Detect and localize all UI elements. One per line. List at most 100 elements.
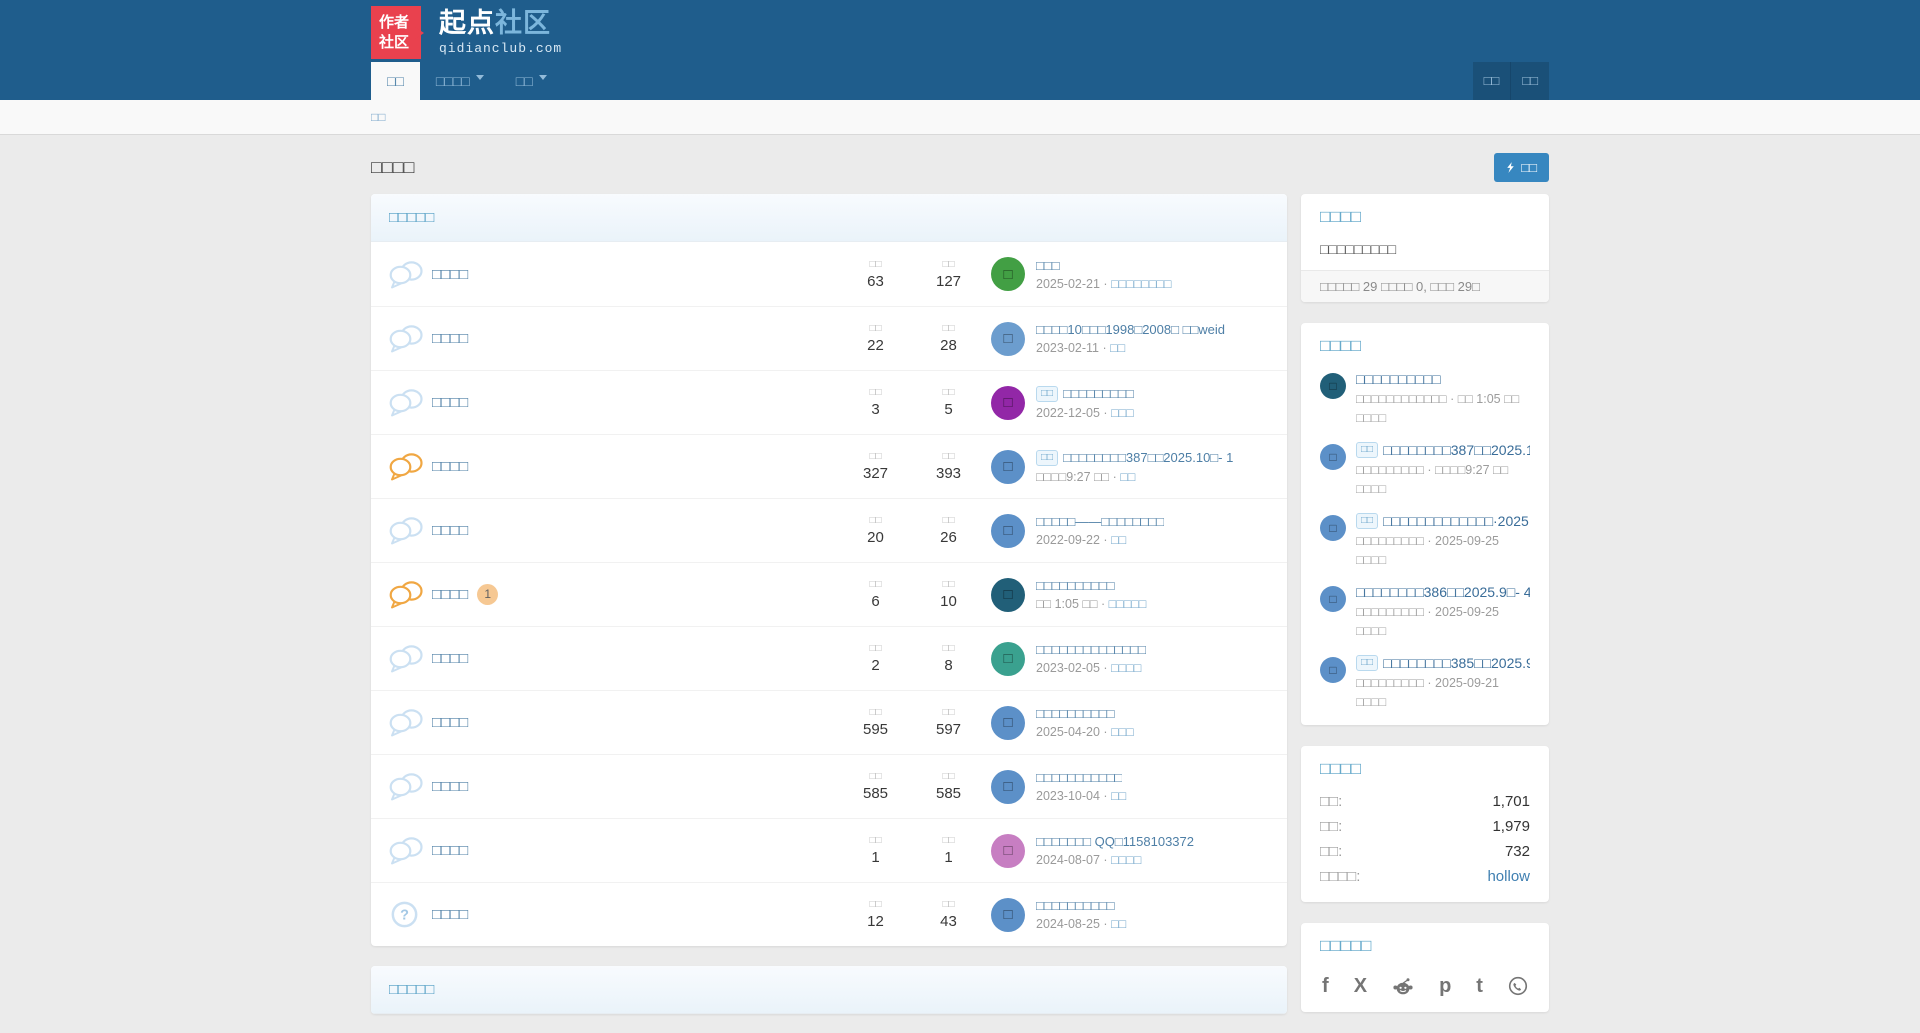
last-post-title-link[interactable]: □□□□□□□ QQ□1158103372 — [1036, 834, 1194, 849]
login-button[interactable]: □□ — [1473, 62, 1511, 100]
forum-title-link[interactable]: □□□□ — [432, 586, 468, 603]
topic-title-link[interactable]: □□□□□□□□□□ — [1356, 371, 1441, 387]
topic-tag-badge: □□ — [1356, 655, 1378, 671]
avatar[interactable]: □ — [991, 578, 1025, 612]
avatar[interactable]: □ — [1320, 515, 1346, 541]
forum-title-link[interactable]: □□□□ — [432, 266, 468, 283]
nav-item-label: □□□□ — [436, 73, 470, 89]
avatar[interactable]: □ — [1320, 586, 1346, 612]
site-domain: qidianclub.com — [439, 41, 562, 56]
avatar[interactable]: □ — [1320, 373, 1346, 399]
pinterest-icon[interactable]: p — [1439, 976, 1451, 996]
forum-title-link[interactable]: □□□□ — [432, 778, 468, 795]
reddit-icon[interactable] — [1392, 977, 1414, 995]
posts-column-label: □□ — [912, 387, 985, 398]
x-twitter-icon[interactable]: X — [1354, 976, 1367, 996]
nav-item-1[interactable]: □□□□ — [420, 62, 500, 100]
avatar[interactable]: □ — [991, 322, 1025, 356]
last-post-title-link[interactable]: □□□□□——□□□□□□□□ — [1036, 514, 1164, 529]
forum-title-link[interactable]: □□□□ — [432, 458, 468, 475]
topic-title-link[interactable]: □□□□□□□□386□□2025.9□- 4 — [1356, 584, 1530, 600]
last-post-link[interactable]: □□□□□ — [1109, 597, 1147, 611]
last-post-link[interactable]: □□ — [1120, 470, 1135, 484]
nav-item-0[interactable]: □□ — [371, 62, 420, 100]
last-post-date: □□□□9:27 □□ — [1036, 470, 1109, 484]
forum-title-link[interactable]: □□□□ — [432, 714, 468, 731]
stat-value[interactable]: hollow — [1487, 868, 1530, 885]
topics-count: 6 — [839, 593, 912, 610]
forum-title-link[interactable]: □□□□ — [432, 330, 468, 347]
forum-title-link[interactable]: □□□□ — [432, 842, 468, 859]
avatar[interactable]: □ — [991, 642, 1025, 676]
avatar[interactable]: □ — [991, 514, 1025, 548]
latest-topic-item: □ □□ □□□□□□□□387□□2025.10□- 1 □□□□□□□□□ … — [1301, 433, 1549, 504]
topics-count: 585 — [839, 785, 912, 802]
topic-title-link[interactable]: □□□□□□□□387□□2025.10□- 1 — [1383, 442, 1530, 458]
topic-title-link[interactable]: □□□□□□□□□□□□□·2025 — [1383, 513, 1529, 529]
last-post-title-link[interactable]: □□□□□□□□□□□ — [1036, 770, 1122, 785]
avatar[interactable]: □ — [991, 898, 1025, 932]
last-post-link[interactable]: □□□ — [1111, 406, 1134, 420]
posts-count: 43 — [912, 913, 985, 930]
topic-category: □□□□ — [1356, 411, 1530, 425]
last-post-title-link[interactable]: □□□□□□□□□□ — [1036, 706, 1115, 721]
last-post-title-link[interactable]: □□□□□□□□□□ — [1036, 578, 1115, 593]
last-post-link[interactable]: □□□□ — [1111, 853, 1141, 867]
posts-column-label: □□ — [912, 259, 985, 270]
topics-count: 12 — [839, 913, 912, 930]
topics-column-label: □□ — [839, 387, 912, 398]
last-post-link[interactable]: □□□□□□□□ — [1111, 277, 1171, 291]
forum-title-link[interactable]: □□□□ — [432, 650, 468, 667]
last-post-title-link[interactable]: □□□ — [1036, 258, 1060, 273]
last-post-link[interactable]: □□ — [1110, 341, 1125, 355]
last-post-link[interactable]: □□□ — [1111, 725, 1134, 739]
last-post-title-link[interactable]: □□□□□□□□□□□□□□ — [1036, 642, 1146, 657]
forum-title-link[interactable]: □□□□ — [432, 394, 468, 411]
posts-column-label: □□ — [912, 579, 985, 590]
nav-item-2[interactable]: □□ — [500, 62, 563, 100]
last-post-date: 2022-12-05 — [1036, 406, 1100, 420]
forum-row: □□□□ □□ 63 □□ 127 □ □□□ 2025-02-21 · □□□… — [371, 242, 1287, 306]
last-post-title-link[interactable]: □□□□□□□□□□ — [1036, 898, 1115, 913]
forum-row: □□□□ □□ 2 □□ 8 □ □□□□□□□□□□□□□□ 2023-02-… — [371, 626, 1287, 690]
avatar[interactable]: □ — [1320, 444, 1346, 470]
stat-row: □□: 1,979 — [1301, 814, 1549, 839]
avatar[interactable]: □ — [991, 770, 1025, 804]
register-button[interactable]: □□ — [1510, 62, 1549, 100]
avatar[interactable]: □ — [991, 257, 1025, 291]
avatar[interactable]: □ — [991, 706, 1025, 740]
topic-title-link[interactable]: □□□□□□□□385□□2025.9□- 3 — [1383, 655, 1530, 671]
posts-column-label: □□ — [912, 515, 985, 526]
last-post-link[interactable]: □□ — [1111, 533, 1126, 547]
card-header: □□□□□ — [1301, 923, 1549, 962]
avatar[interactable]: □ — [1320, 657, 1346, 683]
last-post-link[interactable]: □□ — [1111, 917, 1126, 931]
topic-tag-badge: □□ — [1356, 442, 1378, 458]
whatsapp-icon[interactable] — [1508, 976, 1528, 996]
topics-count: 63 — [839, 273, 912, 290]
new-post-button[interactable]: □□ — [1494, 153, 1549, 182]
question-icon: ? — [389, 899, 425, 930]
last-post-title-link[interactable]: □□□□□□□□□ — [1063, 386, 1134, 401]
breadcrumb[interactable]: □□ — [371, 100, 386, 135]
avatar[interactable]: □ — [991, 386, 1025, 420]
avatar[interactable]: □ — [991, 450, 1025, 484]
last-post-title-link[interactable]: □□□□10□□□1998□2008□ □□weid — [1036, 322, 1225, 337]
forum-title-link[interactable]: □□□□ — [432, 906, 468, 923]
last-post-title-link[interactable]: □□□□□□□□387□□2025.10□- 1 — [1063, 450, 1233, 465]
page-title: □□□□ — [371, 157, 415, 178]
card-header: □□□□ — [1301, 323, 1549, 362]
last-post-link[interactable]: □□□□ — [1111, 661, 1141, 675]
tumblr-icon[interactable]: t — [1476, 976, 1483, 996]
topic-category: □□□□ — [1356, 695, 1530, 709]
last-post-link[interactable]: □□ — [1111, 789, 1126, 803]
avatar[interactable]: □ — [991, 834, 1025, 868]
panel-header: □□□□□ — [371, 194, 1287, 242]
topics-column-label: □□ — [839, 515, 912, 526]
forum-title-link[interactable]: □□□□ — [432, 522, 468, 539]
comments-icon — [389, 452, 425, 481]
brand-logo[interactable]: 作者 社区 起点社区 qidianclub.com — [371, 6, 562, 59]
posts-column-label: □□ — [912, 899, 985, 910]
posts-count: 597 — [912, 721, 985, 738]
facebook-icon[interactable]: f — [1322, 976, 1329, 996]
